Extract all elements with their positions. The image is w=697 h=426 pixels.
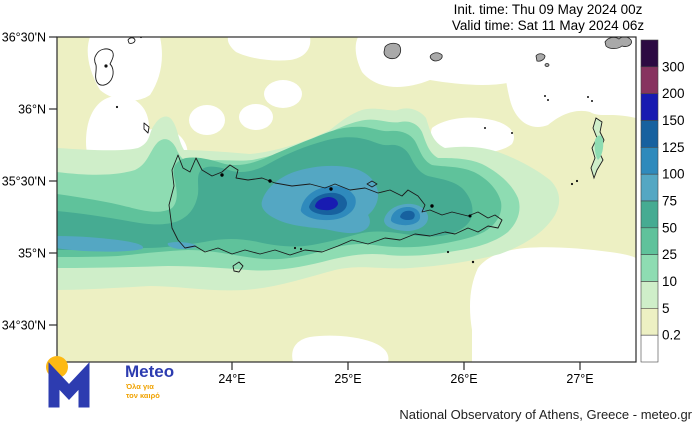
valid-time: Valid time: Sat 11 May 2024 06z [451, 18, 645, 34]
dia-coastline [366, 180, 378, 188]
time-info-block: Init. time: Thu 09 May 2024 00z Valid ti… [403, 2, 693, 34]
logo-wordmark: Meteo [125, 362, 175, 381]
lat-label-4: 34°30'N [2, 319, 46, 333]
axis-ticks [49, 36, 581, 370]
milos-coastline [94, 48, 114, 86]
legend-label-0p2: 0.2 [662, 328, 681, 343]
legend-cell-200 [640, 66, 659, 95]
islet-dots [104, 37, 593, 264]
lon-label-1: 25°E [334, 372, 361, 386]
legend-label-5: 5 [662, 301, 670, 316]
karpathos-island [590, 117, 605, 180]
legend-cell-0p2 [640, 307, 659, 336]
legend-label-10: 10 [662, 274, 677, 289]
lat-label-3: 35°N [18, 247, 46, 261]
meteo-logo-mark [46, 356, 90, 408]
legend-cell-50 [640, 200, 659, 229]
legend-cell-10 [640, 254, 659, 282]
lon-label-0: 24°E [218, 372, 245, 386]
legend-cell-75 [640, 173, 659, 202]
init-time: Init. time: Thu 09 May 2024 00z [453, 2, 643, 17]
lon-label-3: 27°E [566, 372, 593, 386]
logo-tagline-line2: τον καιρό [126, 391, 160, 401]
legend-cell-5 [640, 281, 659, 309]
legend-cell-100 [640, 147, 659, 175]
legend-label-150: 150 [662, 113, 685, 128]
lon-axis-labels: 24°E 25°E 26°E 27°E [218, 372, 593, 386]
precip-legend [640, 39, 659, 363]
logo-m-icon [48, 362, 90, 408]
gavdos-coastline [232, 261, 244, 273]
anafi-island [429, 52, 443, 62]
santorini-island [383, 42, 402, 60]
legend-label-50: 50 [662, 220, 677, 235]
folegandros-coastline [143, 122, 150, 134]
attribution-text: National Observatory of Athens, Greece -… [399, 407, 692, 422]
crete-coastline [168, 154, 503, 256]
precip-fill-150 [315, 197, 338, 211]
map-border [56, 36, 637, 363]
meteo-logo: Meteo Όλα για τον καιρό [42, 356, 182, 408]
legend-label-300: 300 [662, 59, 685, 74]
legend-label-125: 125 [662, 140, 685, 155]
legend-label-200: 200 [662, 86, 685, 101]
legend-cell-25 [640, 227, 659, 256]
lat-label-2: 35°30'N [2, 175, 46, 189]
lon-label-2: 26°E [450, 372, 477, 386]
lat-label-0: 36°30'N [2, 31, 46, 45]
legend-label-75: 75 [662, 194, 677, 209]
coastlines [94, 37, 503, 273]
legend-labels: 300 200 150 125 100 75 50 25 10 5 0.2 [662, 59, 685, 342]
islet-pair [535, 53, 546, 62]
lat-label-1: 36°N [18, 103, 46, 117]
city-dots [220, 173, 472, 218]
legend-cell-125 [640, 120, 659, 148]
legend-cell-300plus [640, 39, 659, 68]
legend-cell-150 [640, 93, 659, 121]
grey-islands [383, 37, 632, 67]
legend-label-25: 25 [662, 247, 677, 262]
logo-tagline: Όλα για τον καιρό [126, 382, 160, 401]
legend-cell-0 [640, 334, 659, 363]
map-plot-area [57, 37, 636, 362]
islet-north [127, 37, 136, 44]
lat-axis-labels: 36°30'N 36°N 35°30'N 35°N 34°30'N [2, 31, 46, 333]
legend-label-100: 100 [662, 167, 685, 182]
logo-tagline-line1: Όλα για [126, 382, 154, 391]
